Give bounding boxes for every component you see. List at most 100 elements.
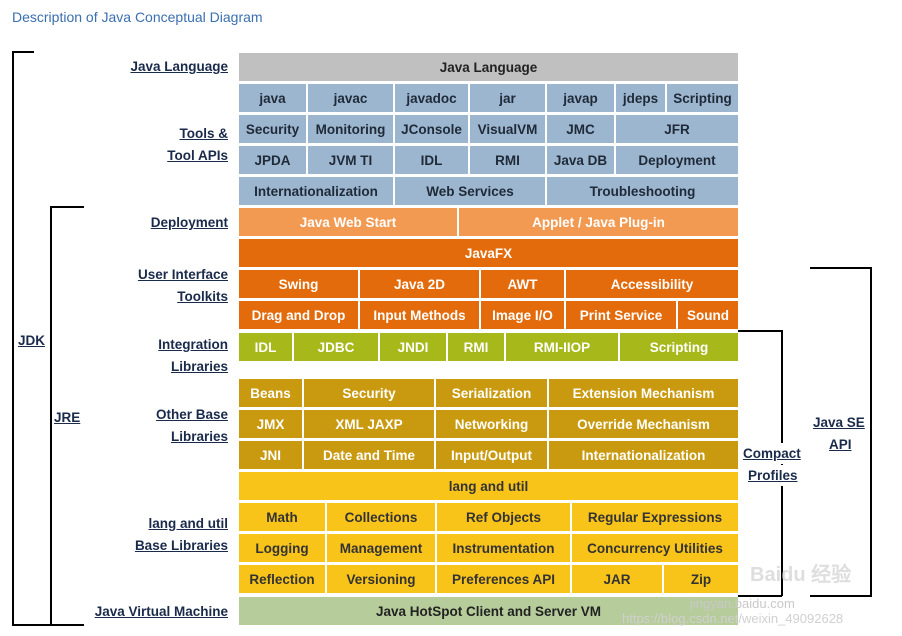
label-ui-line2: Toolkits [177,289,228,304]
jre-bracket-top [50,206,84,208]
label-langutil-line1: lang and util [148,516,229,531]
label-deployment: Deployment [150,215,228,230]
other-jmx: JMX [239,410,302,438]
label-ui-line1: User Interface [137,267,228,282]
label-jre: JRE [54,407,81,428]
baidu-logo-watermark: Baidu 经验 [750,564,852,586]
int-rmi: RMI [448,333,504,361]
lang-regex: Regular Expressions [572,503,738,531]
box-jvm: Java HotSpot Client and Server VM [239,597,738,625]
tool-webservices: Web Services [395,177,545,205]
tool-javadb: Java DB [547,146,614,174]
ui-draganddrop: Drag and Drop [239,301,358,329]
tool-jfr: JFR [616,115,738,143]
lang-instrumentation: Instrumentation [437,534,570,562]
watermark-url: https://blog.csdn.net/weixin_49092628 [622,611,844,626]
other-serialization: Serialization [436,379,547,407]
compact-bracket-bottom [738,595,782,597]
lang-logging: Logging [239,534,325,562]
compact-bracket-top [738,330,782,332]
tool-javac: javac [308,84,393,112]
other-inputoutput: Input/Output [436,441,547,469]
tool-deployment: Deployment [616,146,738,174]
lang-concurrency: Concurrency Utilities [572,534,738,562]
lang-math: Math [239,503,325,531]
label-java-language: Java Language [130,59,228,74]
other-internationalization: Internationalization [549,441,738,469]
box-java-language: Java Language [239,53,738,81]
other-override: Override Mechanism [549,410,738,438]
int-jdbc: JDBC [294,333,378,361]
ui-java2d: Java 2D [360,270,479,298]
ui-swing: Swing [239,270,358,298]
int-rmiiiop: RMI-IIOP [506,333,618,361]
jre-bracket-vertical [50,206,52,624]
tool-jvmti: JVM TI [308,146,393,174]
deploy-webstart: Java Web Start [239,208,457,236]
other-beans: Beans [239,379,302,407]
label-other-line1: Other Base [155,407,228,422]
other-networking: Networking [436,410,547,438]
label-javase-line2: API [829,434,852,455]
lang-versioning: Versioning [327,565,435,593]
label-tools-line2: Tool APIs [167,148,228,163]
label-compact-line2: Profiles [748,465,798,486]
label-integration-line2: Libraries [170,359,228,374]
tool-idl: IDL [395,146,468,174]
jdk-bracket-top [12,51,34,53]
lang-zip: Zip [664,565,738,593]
jdk-bracket-vertical [12,51,14,626]
other-jni: JNI [239,441,302,469]
lang-util-header: lang and util [239,472,738,500]
label-tools-line1: Tools & [179,126,229,141]
other-datetime: Date and Time [304,441,434,469]
watermark-site: jingyan.baidu.com [690,596,795,611]
other-security: Security [304,379,434,407]
ui-printservice: Print Service [566,301,676,329]
int-idl: IDL [239,333,292,361]
tool-javadoc: javadoc [395,84,468,112]
label-compact-line1: Compact [743,443,801,464]
tool-visualvm: VisualVM [470,115,545,143]
lang-management: Management [327,534,435,562]
lang-reflection: Reflection [239,565,325,593]
tool-monitoring: Monitoring [308,115,393,143]
javase-bracket-bottom [810,595,872,597]
ui-sound: Sound [678,301,738,329]
tool-jconsole: JConsole [395,115,468,143]
lang-collections: Collections [327,503,435,531]
ui-javafx: JavaFX [239,239,738,267]
label-javase-line1: Java SE [813,412,865,433]
label-integration-line1: Integration [158,337,228,352]
other-xmljaxp: XML JAXP [304,410,434,438]
tool-jdeps: jdeps [616,84,665,112]
ui-awt: AWT [481,270,564,298]
int-scripting: Scripting [620,333,738,361]
ui-accessibility: Accessibility [566,270,738,298]
javase-bracket-vertical [870,267,872,597]
tool-jar: jar [470,84,545,112]
tool-scripting: Scripting [667,84,738,112]
label-jdk: JDK [18,330,46,351]
ui-imageio: Image I/O [481,301,564,329]
lang-refobjects: Ref Objects [437,503,570,531]
tool-jmc: JMC [547,115,614,143]
tool-internationalization: Internationalization [239,177,393,205]
tool-java: java [239,84,306,112]
jdk-bracket-bottom [12,624,84,626]
ui-inputmethods: Input Methods [360,301,479,329]
tool-rmi: RMI [470,146,545,174]
javase-bracket-top [810,267,872,269]
tool-troubleshooting: Troubleshooting [547,177,738,205]
tool-security: Security [239,115,306,143]
lang-preferences: Preferences API [437,565,570,593]
diagram-title: Description of Java Conceptual Diagram [12,9,263,25]
label-jvm: Java Virtual Machine [94,604,228,619]
lang-jar: JAR [572,565,662,593]
deploy-applet: Applet / Java Plug-in [459,208,738,236]
tool-javap: javap [547,84,614,112]
tool-jpda: JPDA [239,146,306,174]
label-langutil-line2: Base Libraries [134,538,228,553]
int-jndi: JNDI [380,333,446,361]
other-extension: Extension Mechanism [549,379,738,407]
